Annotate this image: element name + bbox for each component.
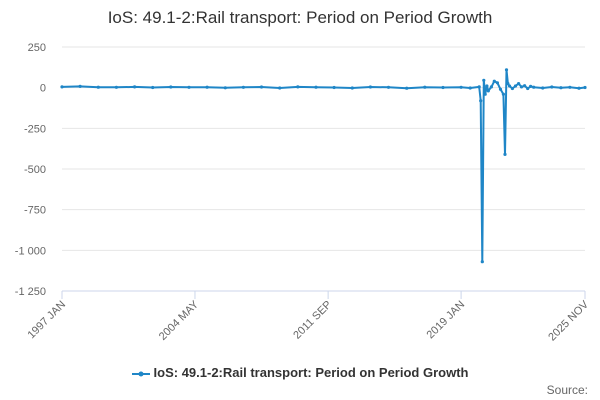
legend-symbol xyxy=(131,371,150,377)
data-point[interactable] xyxy=(96,85,100,89)
x-tick-label: 2019 JAN xyxy=(425,299,468,342)
data-point[interactable] xyxy=(477,85,481,89)
x-tick-label: 2011 SEP xyxy=(291,299,334,342)
data-point[interactable] xyxy=(223,86,227,90)
data-point[interactable] xyxy=(114,85,118,89)
data-point[interactable] xyxy=(386,85,391,89)
y-tick-label: -250 xyxy=(24,123,46,135)
data-point[interactable] xyxy=(480,260,484,264)
data-point[interactable] xyxy=(510,86,514,91)
y-tick-label: -750 xyxy=(24,205,46,217)
data-point[interactable] xyxy=(368,85,372,89)
data-point[interactable] xyxy=(529,84,533,88)
series-line[interactable] xyxy=(61,68,586,263)
data-point[interactable] xyxy=(513,84,518,88)
data-point[interactable] xyxy=(486,89,490,93)
data-point[interactable] xyxy=(133,85,137,89)
series-layer[interactable] xyxy=(60,68,587,264)
chart-title: IoS: 49.1-2:Rail transport: Period on Pe… xyxy=(107,8,493,27)
x-tick-label: 1997 JAN xyxy=(25,299,68,342)
x-tick-label: 2004 MAY xyxy=(157,298,202,343)
data-point[interactable] xyxy=(526,86,530,91)
data-point[interactable] xyxy=(550,85,554,89)
y-tick-label: -1 000 xyxy=(15,245,46,257)
data-point[interactable] xyxy=(483,92,487,96)
legend-label: IoS: 49.1-2:Rail transport: Period on Pe… xyxy=(153,365,469,380)
data-point[interactable] xyxy=(503,152,507,156)
data-point[interactable] xyxy=(314,85,318,89)
data-point[interactable] xyxy=(78,84,82,88)
data-point[interactable] xyxy=(332,85,336,90)
data-point[interactable] xyxy=(523,84,527,88)
data-point[interactable] xyxy=(568,85,572,89)
data-point[interactable] xyxy=(489,85,493,89)
data-point[interactable] xyxy=(492,79,496,83)
data-point[interactable] xyxy=(405,86,409,90)
data-point[interactable] xyxy=(507,84,512,88)
data-point[interactable] xyxy=(485,84,489,88)
data-point[interactable] xyxy=(468,86,472,90)
data-point[interactable] xyxy=(441,85,445,90)
data-point[interactable] xyxy=(506,82,510,86)
source-credits[interactable]: Source: xyxy=(546,383,588,397)
data-point[interactable] xyxy=(459,85,463,89)
data-point[interactable] xyxy=(241,85,245,89)
data-point[interactable] xyxy=(541,86,545,90)
data-point[interactable] xyxy=(482,78,486,82)
data-point[interactable] xyxy=(60,85,64,89)
data-point[interactable] xyxy=(498,87,503,91)
y-tick-label: -1 250 xyxy=(15,286,46,298)
data-point[interactable] xyxy=(504,68,509,72)
data-point[interactable] xyxy=(278,86,282,90)
data-point[interactable] xyxy=(517,82,521,86)
data-point[interactable] xyxy=(423,85,427,89)
data-point[interactable] xyxy=(259,85,264,89)
data-point[interactable] xyxy=(169,85,173,89)
data-point[interactable] xyxy=(205,85,209,89)
data-point[interactable] xyxy=(532,85,536,89)
y-tick-label: 250 xyxy=(28,42,46,54)
data-point[interactable] xyxy=(479,99,483,103)
y-tick-label: 0 xyxy=(40,83,46,95)
data-point[interactable] xyxy=(583,85,587,90)
data-point[interactable] xyxy=(519,85,524,89)
data-point[interactable] xyxy=(559,86,563,90)
data-point[interactable] xyxy=(187,85,191,89)
x-tick-label: 2025 NOV xyxy=(546,298,591,343)
data-point[interactable] xyxy=(350,86,354,90)
data-point[interactable] xyxy=(577,86,581,90)
data-point[interactable] xyxy=(296,85,300,89)
y-tick-label: -500 xyxy=(24,164,46,176)
data-point[interactable] xyxy=(495,81,499,85)
legend-item[interactable]: IoS: 49.1-2:Rail transport: Period on Pe… xyxy=(0,365,600,380)
data-point[interactable] xyxy=(151,85,155,90)
data-point[interactable] xyxy=(501,92,505,96)
